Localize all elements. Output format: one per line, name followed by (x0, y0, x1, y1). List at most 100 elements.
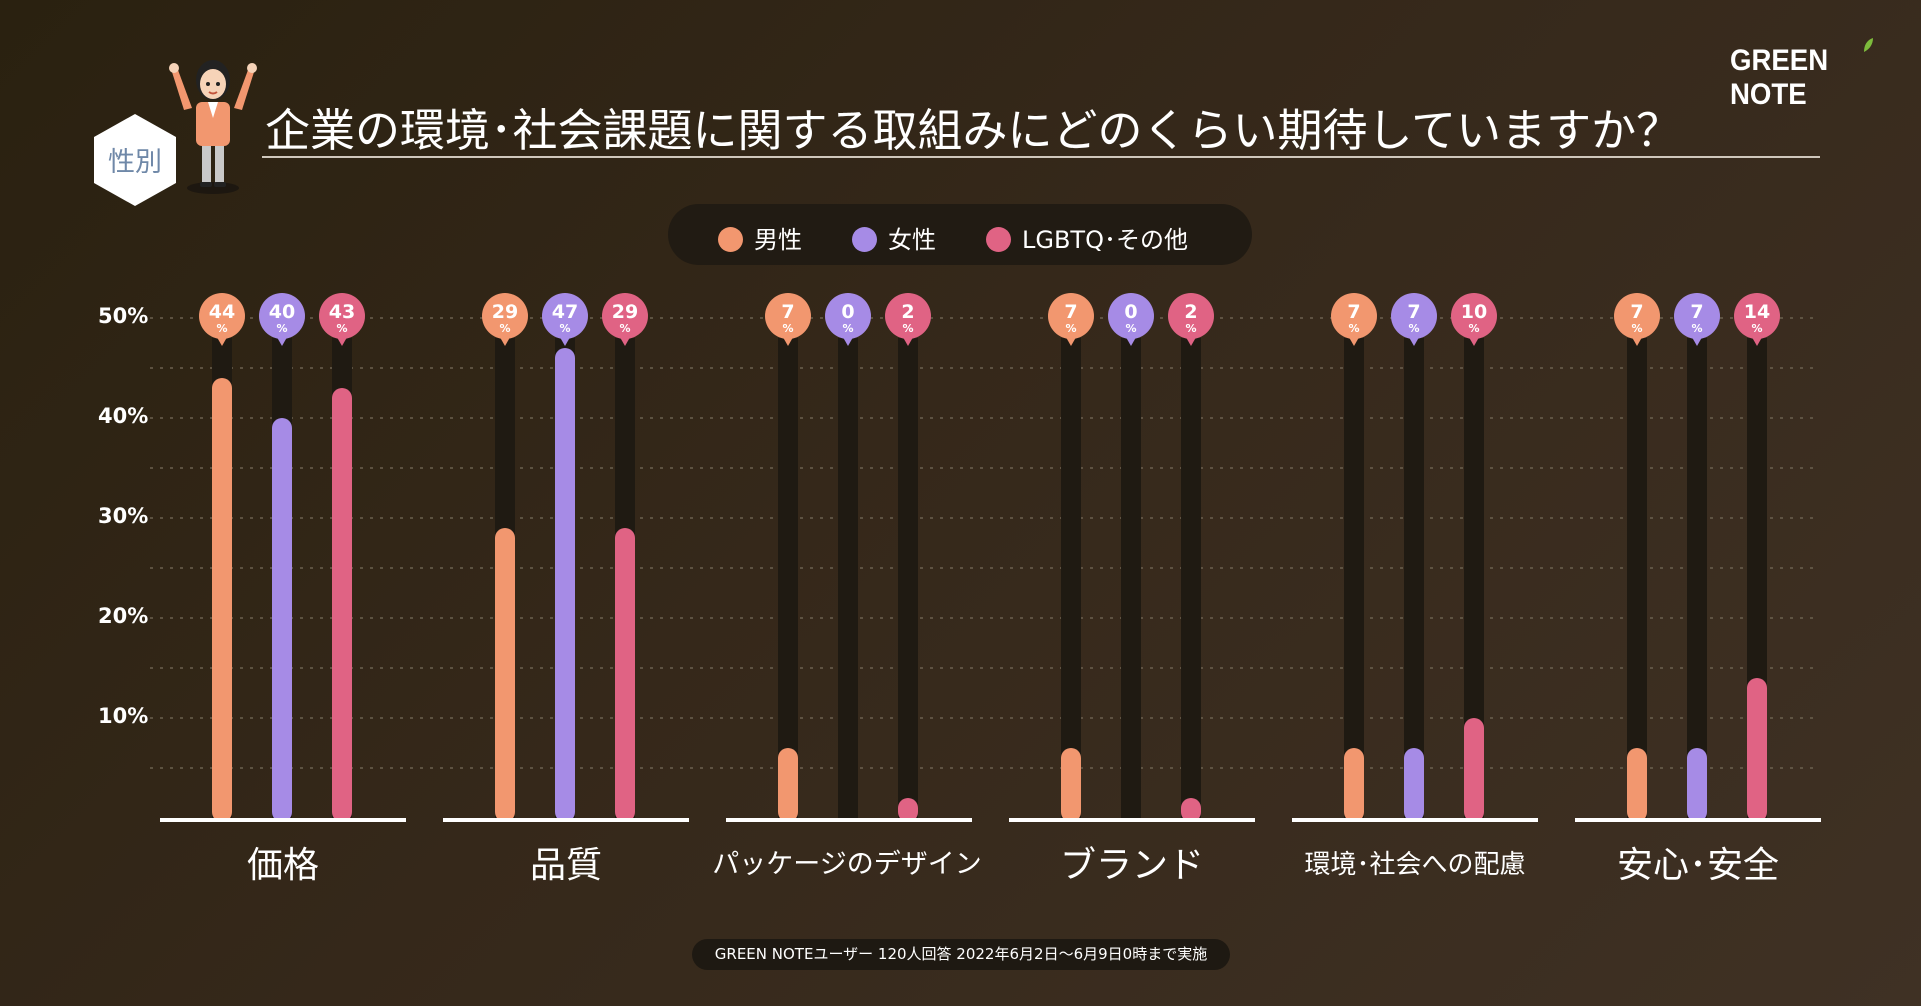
value-bubble (1674, 293, 1720, 339)
data-label: 7 (1347, 301, 1360, 323)
value-bubble (1108, 293, 1154, 339)
bar (272, 418, 292, 822)
category-label: パッケージのデザイン (712, 849, 982, 880)
data-label: 2 (901, 301, 914, 323)
data-label: 0 (1124, 301, 1137, 323)
legend-dot-icon (852, 227, 877, 252)
data-label-unit: % (1348, 322, 1359, 335)
bar-track (1344, 338, 1364, 818)
data-label: 7 (1407, 301, 1420, 323)
data-label: 29 (492, 301, 518, 323)
value-bubble (1734, 293, 1780, 339)
bar (1061, 748, 1081, 822)
data-label: 40 (269, 301, 295, 323)
value-bubble (1331, 293, 1377, 339)
data-label-unit: % (902, 322, 913, 335)
bar-track (1061, 338, 1081, 818)
bar (1344, 748, 1364, 822)
legend-dot-icon (986, 227, 1011, 252)
data-label: 7 (781, 301, 794, 323)
bar-track (1121, 338, 1141, 818)
data-label: 2 (1184, 301, 1197, 323)
value-bubble (1614, 293, 1660, 339)
bar (1687, 748, 1707, 822)
bar (1464, 718, 1484, 822)
legend-label: LGBTQ･その他 (1022, 226, 1188, 254)
bar-track (1687, 338, 1707, 818)
bar-track (898, 338, 918, 818)
survey-footnote: GREEN NOTEユーザー 120人回答 2022年6月2日〜6月9日0時まで… (692, 939, 1230, 970)
value-bubble (825, 293, 871, 339)
chart-legend: 男性 女性 LGBTQ･その他 (668, 204, 1252, 265)
group-baseline (160, 818, 406, 822)
bar (555, 348, 575, 822)
bar (778, 748, 798, 822)
page-title: 企業の環境･社会課題に関する取組みにどのくらい期待していますか？ (265, 104, 1682, 157)
data-label: 14 (1744, 301, 1770, 323)
data-label-unit: % (1065, 322, 1076, 335)
bar-track (778, 338, 798, 818)
y-tick-label: 10% (98, 704, 149, 728)
value-bubble (259, 293, 305, 339)
data-label-unit: % (1185, 322, 1196, 335)
bar (495, 528, 515, 822)
value-bubble (1451, 293, 1497, 339)
data-label: 0 (841, 301, 854, 323)
segment-label: 性別 (108, 147, 162, 178)
bar (1627, 748, 1647, 822)
data-label-unit: % (499, 322, 510, 335)
data-label: 7 (1690, 301, 1703, 323)
data-label-unit: % (1468, 322, 1479, 335)
bar-track (1404, 338, 1424, 818)
value-bubble (885, 293, 931, 339)
bar (898, 798, 918, 822)
category-label: ブランド (1059, 845, 1204, 886)
data-label: 43 (329, 301, 355, 323)
data-label-unit: % (336, 322, 347, 335)
legend-label: 男性 (754, 226, 802, 254)
y-tick-label: 40% (98, 404, 149, 428)
legend-item-male: 男性 (718, 220, 802, 254)
y-tick-label: 20% (98, 604, 149, 628)
value-bubble (602, 293, 648, 339)
data-label: 44 (209, 301, 235, 323)
bar-track (1464, 338, 1484, 818)
data-label: 10 (1461, 301, 1487, 323)
data-label-unit: % (559, 322, 570, 335)
group-baseline (1009, 818, 1255, 822)
category-label: 価格 (246, 845, 319, 886)
group-baseline (443, 818, 689, 822)
data-label: 7 (1630, 301, 1643, 323)
leaf-icon (1864, 38, 1873, 52)
data-label-unit: % (842, 322, 853, 335)
data-label-unit: % (1631, 322, 1642, 335)
bar (1181, 798, 1201, 822)
legend-item-female: 女性 (852, 220, 936, 254)
hexagon-badge (94, 114, 176, 206)
value-bubble (1391, 293, 1437, 339)
legend-item-lgbtq: LGBTQ･その他 (986, 220, 1188, 254)
group-baseline (1575, 818, 1821, 822)
data-label-unit: % (216, 322, 227, 335)
data-label-unit: % (1691, 322, 1702, 335)
value-bubble (542, 293, 588, 339)
title-underline (262, 156, 1820, 158)
data-label: 7 (1064, 301, 1077, 323)
value-bubble (765, 293, 811, 339)
person-illustration (169, 60, 257, 194)
value-bubble (1168, 293, 1214, 339)
data-label: 47 (552, 301, 578, 323)
data-label-unit: % (1125, 322, 1136, 335)
bar (615, 528, 635, 822)
bar (1404, 748, 1424, 822)
category-label: 環境･社会への配慮 (1304, 850, 1526, 880)
value-bubble (482, 293, 528, 339)
category-label: 品質 (529, 845, 602, 886)
data-label-unit: % (276, 322, 287, 335)
y-tick-label: 50% (98, 304, 149, 328)
data-label-unit: % (1751, 322, 1762, 335)
group-baseline (726, 818, 972, 822)
legend-dot-icon (718, 227, 743, 252)
data-label: 29 (612, 301, 638, 323)
